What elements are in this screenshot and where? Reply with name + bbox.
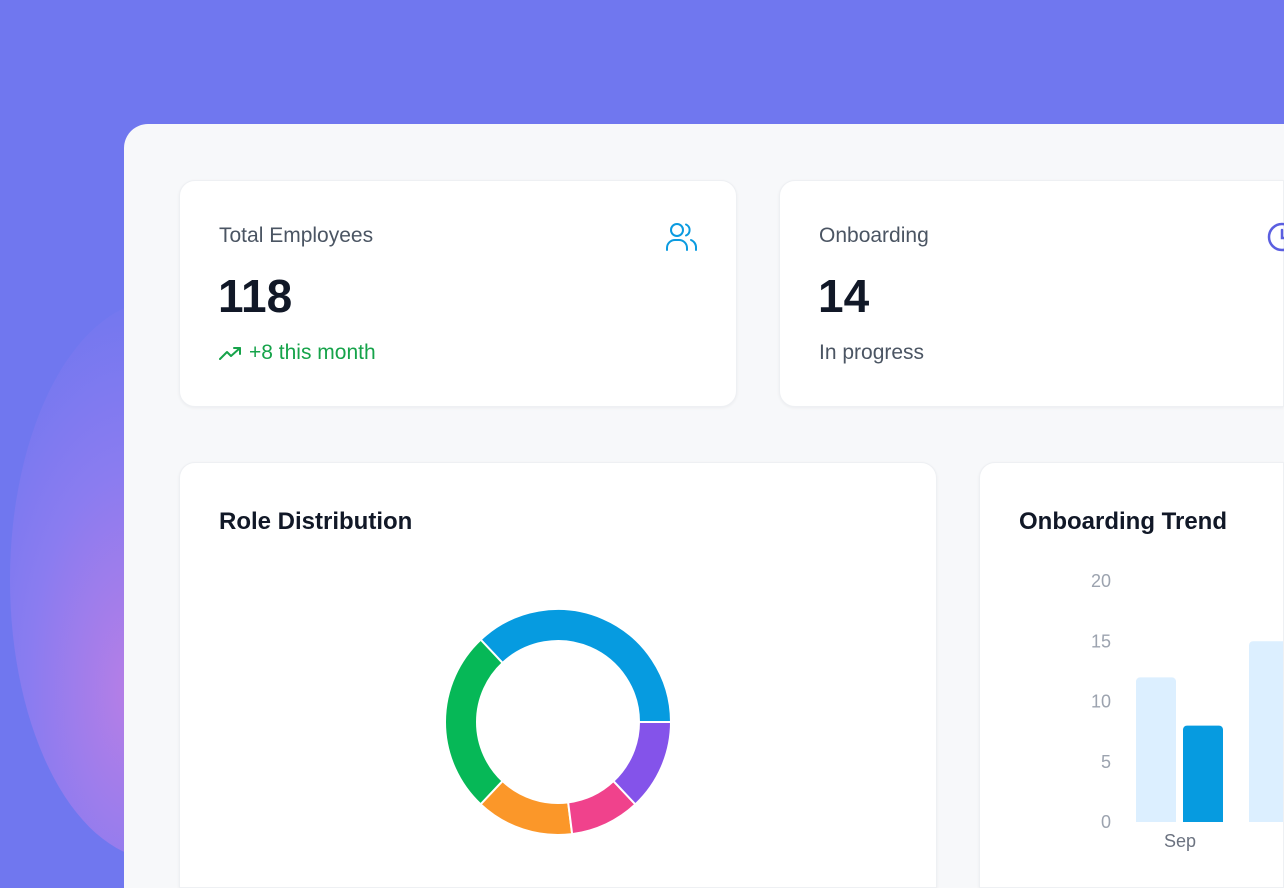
dashboard-panel: Total Employees 118 +8 this month Onboar…: [124, 124, 1284, 888]
clock-icon: [1267, 222, 1284, 252]
stat-card-onboarding: Onboarding 14 In progress: [779, 180, 1284, 407]
stat-label: Total Employees: [219, 224, 374, 247]
chart-title: Role Distribution: [219, 508, 413, 535]
stat-sub-text: In progress: [819, 341, 925, 364]
onboarding-trend-bar-chart: 05101520SepO: [1091, 571, 1283, 851]
x-tick-label: Sep: [1164, 831, 1196, 851]
users-icon: [666, 223, 697, 251]
role-distribution-card: Role Distribution: [179, 462, 937, 888]
donut-slice-4[interactable]: [612, 721, 673, 806]
donut-slice-1[interactable]: [444, 638, 504, 806]
bar-O-0[interactable]: [1249, 641, 1283, 822]
y-tick-label: 20: [1091, 571, 1111, 591]
stat-label: Onboarding: [819, 224, 929, 247]
donut-slice-2[interactable]: [479, 779, 574, 836]
role-distribution-donut: [444, 608, 673, 836]
stat-value: 118: [218, 270, 293, 322]
y-tick-label: 10: [1091, 692, 1111, 712]
bar-Sep-1[interactable]: [1183, 725, 1223, 822]
stat-card-total-employees: Total Employees 118 +8 this month: [179, 180, 737, 407]
y-tick-label: 0: [1101, 812, 1111, 832]
bar-base: [1183, 816, 1223, 822]
y-tick-label: 5: [1101, 752, 1111, 772]
y-tick-label: 15: [1091, 631, 1111, 651]
bar-Sep-0[interactable]: [1136, 677, 1176, 822]
stat-value: 14: [818, 270, 870, 322]
trending-up-icon: [219, 347, 241, 360]
bar-base: [1136, 816, 1176, 822]
stat-trend: +8 this month: [219, 341, 376, 365]
onboarding-trend-card: Onboarding Trend 05101520SepO: [979, 462, 1284, 888]
donut-slice-0[interactable]: [479, 608, 673, 723]
stat-sub-text: +8 this month: [249, 341, 376, 364]
chart-title: Onboarding Trend: [1019, 508, 1227, 535]
bar-base: [1249, 816, 1283, 822]
